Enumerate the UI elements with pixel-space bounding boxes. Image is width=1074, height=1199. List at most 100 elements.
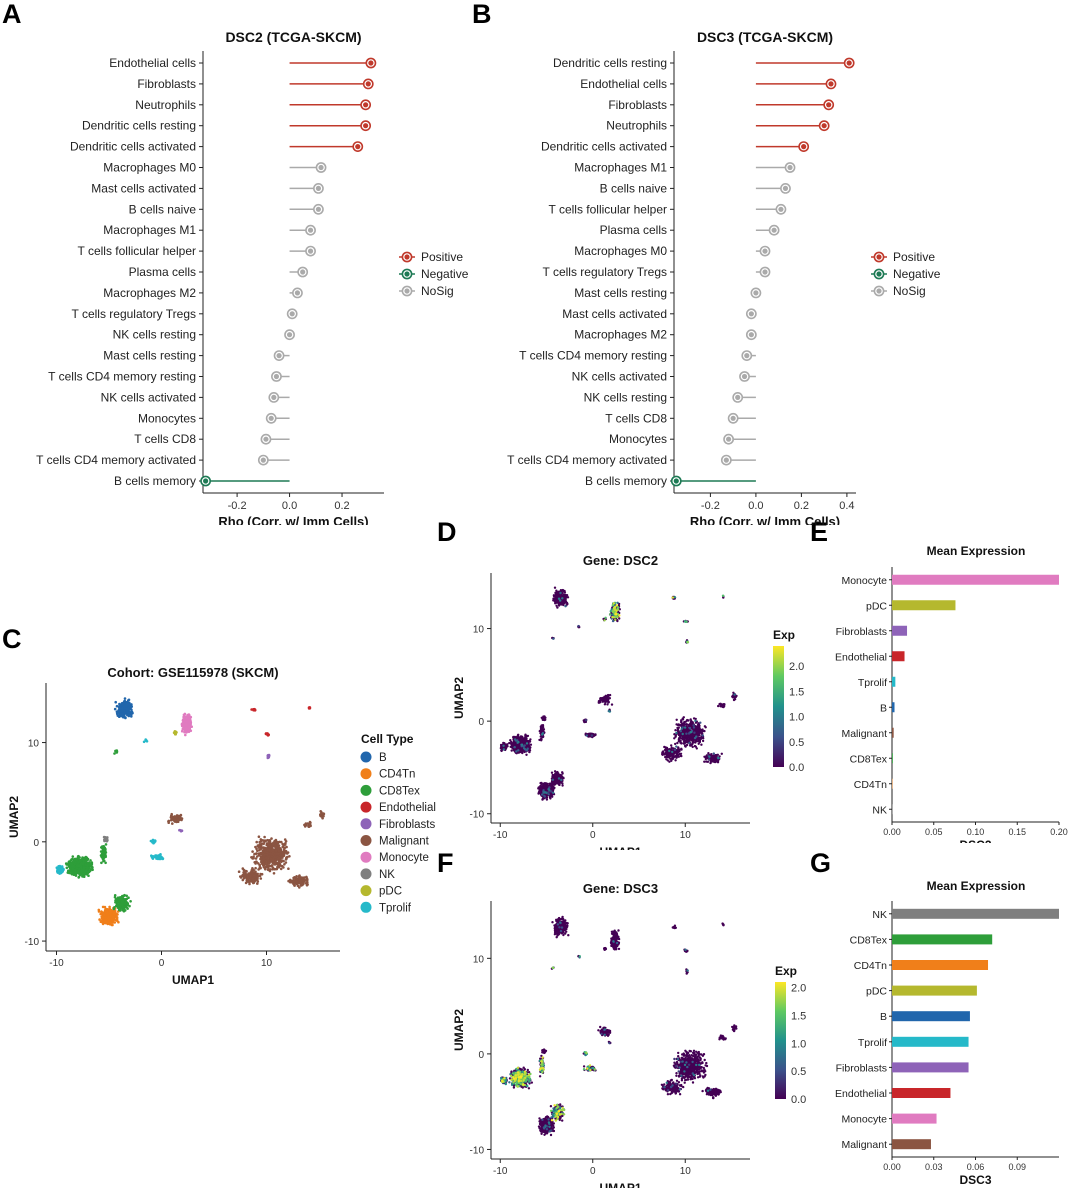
umap-point-b [123, 709, 126, 712]
umap-point [550, 793, 553, 796]
umap-point-malignant [271, 848, 275, 852]
umap-point-cd8tex [88, 869, 92, 873]
umap-point-cd4tn [101, 916, 105, 920]
umap-point-cd8tex [103, 847, 107, 850]
umap-point-malignant [320, 812, 324, 815]
umap-point [606, 697, 610, 700]
umap-point [541, 726, 545, 729]
lollipop-dot-t-cells-cd4-memory-resting [744, 353, 750, 359]
umap-point [607, 694, 610, 697]
umap-point-cd8tex [84, 869, 88, 873]
umap-point-cd4tn [101, 912, 105, 915]
umap-point-cd8tex [82, 861, 86, 864]
legend-label-pdc: pDC [379, 886, 402, 898]
y-tick-label: 0 [478, 717, 484, 728]
legend-dot-nosig [404, 288, 410, 294]
category-label: Dendritic cells activated [70, 140, 196, 154]
umap-point [550, 771, 554, 774]
umap-point-malignant [260, 856, 263, 859]
umap-point-cd8tex [82, 856, 86, 860]
umap-point-cd8tex [86, 871, 90, 875]
umap-point-monocyte [183, 717, 186, 721]
umap-point-malignant [264, 866, 267, 869]
umap-point-malignant [257, 852, 261, 855]
category-label: Macrophages M2 [103, 286, 196, 300]
category-label: NK cells activated [572, 370, 667, 384]
umap-point-malignant [167, 821, 170, 824]
umap-point-monocyte [180, 729, 184, 733]
category-label: T cells CD4 memory activated [36, 453, 196, 467]
chart-d: Gene: DSC2-10010-10010UMAP1UMAP2Exp0.00.… [452, 553, 804, 850]
lollipop-dot-nk-cells-resting [286, 332, 293, 338]
umap-point-b [113, 707, 117, 711]
legend-dot-pdc [360, 885, 372, 897]
chart-title: Cohort: GSE115978 (SKCM) [107, 665, 278, 680]
umap-point-cd4tn [107, 921, 111, 924]
category-label: Mast cells resting [103, 349, 196, 363]
umap-point [522, 737, 525, 740]
umap-point-monocyte [181, 719, 185, 722]
umap-point-malignant [267, 866, 270, 869]
umap-point [529, 743, 533, 746]
umap-point-malignant [308, 822, 312, 825]
category-label: Monocytes [609, 432, 667, 446]
umap-point-cd4tn [106, 911, 109, 914]
umap-point-cd4tn [109, 913, 112, 917]
umap-point-malignant [305, 883, 309, 887]
panel-letter-f: F [437, 848, 454, 878]
umap-point [529, 738, 532, 741]
umap-point-malignant [175, 816, 178, 819]
umap-point [526, 734, 530, 738]
umap-point-malignant [264, 839, 267, 843]
category-label: NK cells resting [113, 328, 196, 342]
umap-point-cd8tex [123, 909, 127, 912]
umap-point-cd8tex [67, 869, 70, 873]
chart-title: DSC2 (TCGA-SKCM) [225, 29, 361, 45]
umap-point [548, 796, 552, 799]
umap-point-malignant [282, 866, 285, 869]
umap-point-tprolif [142, 740, 146, 744]
umap-point-malignant [170, 815, 174, 818]
umap-point [551, 788, 554, 791]
umap-point-malignant [277, 846, 280, 849]
umap-point-cd4tn [115, 916, 119, 919]
umap-point-malignant [273, 867, 277, 871]
lollipop-dot-nk-cells-activated [271, 394, 277, 400]
umap-point [523, 736, 527, 740]
chart-c: Cohort: GSE115978 (SKCM)-10 0 10-10010UMAP… [7, 665, 436, 987]
umap-point-cd8tex [74, 874, 78, 877]
umap-point-b [123, 697, 127, 700]
legend-dot-positive [876, 254, 882, 260]
umap-point-tprolif [157, 855, 161, 859]
umap-point [694, 717, 697, 721]
category-label: Endothelial cells [109, 56, 196, 70]
lollipop-dot-nk-cells-activated [741, 373, 748, 380]
umap-point [697, 742, 700, 745]
umap-point-cd4tn [112, 912, 116, 916]
umap-point-malignant [250, 856, 253, 859]
umap-point-malignant [304, 822, 308, 825]
umap-point-cd8tex [77, 876, 80, 879]
category-label: Dendritic cells resting [553, 56, 667, 70]
category-label: Macrophages M1 [574, 161, 667, 175]
y-axis-title: UMAP2 [452, 677, 466, 719]
umap-point-monocyte [180, 722, 184, 726]
umap-point-malignant [306, 881, 309, 884]
lollipop-dot-neutrophils [363, 102, 369, 108]
umap-point-cd8tex [71, 864, 75, 867]
umap-point-malignant [287, 867, 290, 870]
umap-point-malignant [256, 877, 259, 880]
umap-point-cd8tex [113, 906, 116, 909]
umap-point [537, 787, 540, 790]
legend-title: Cell Type [361, 732, 414, 746]
umap-point [603, 703, 607, 706]
umap-point-cd8tex [123, 894, 126, 897]
umap-point [545, 798, 549, 801]
umap-point-malignant [252, 868, 255, 872]
umap-point-tprolif [57, 870, 61, 873]
umap-point [541, 798, 544, 801]
category-label: Fibroblasts [608, 98, 667, 112]
category-label: B cells memory [585, 474, 667, 488]
umap-point [552, 599, 555, 602]
